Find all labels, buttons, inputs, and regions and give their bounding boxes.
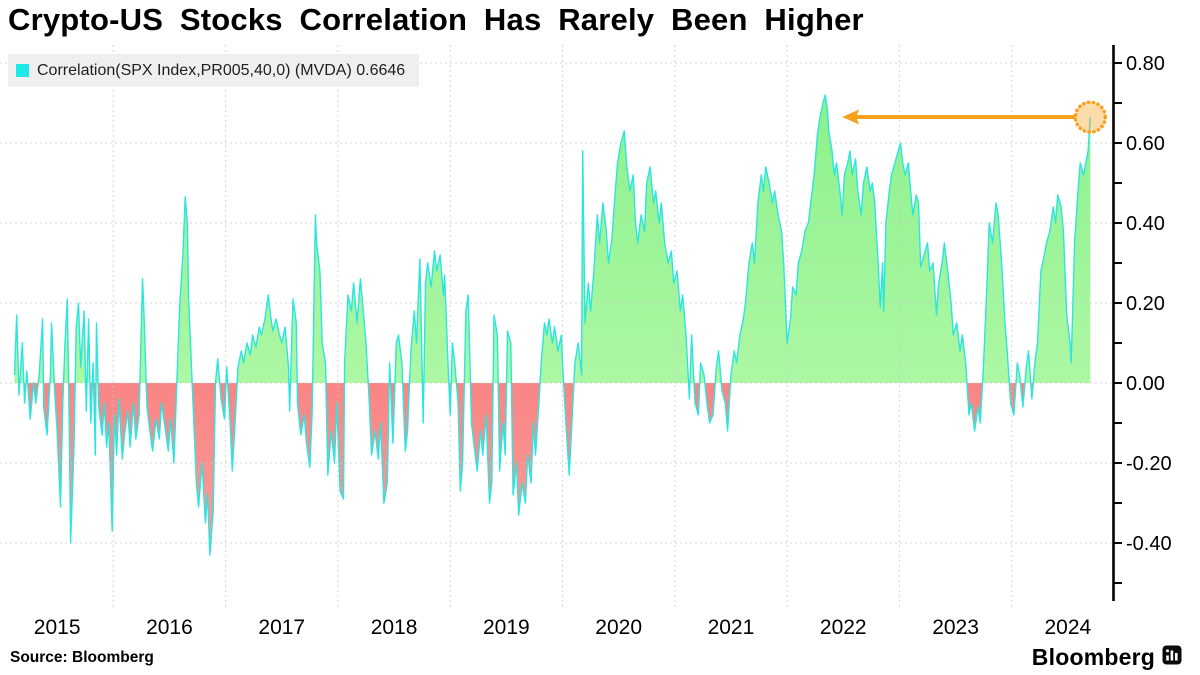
y-axis-tick-label: -0.40 — [1126, 533, 1172, 555]
y-axis: 0.80 0.60 0.40 0.20 0.00 -0.20 -0.40 — [1112, 45, 1172, 601]
annotation-highlight-circle — [1073, 100, 1108, 134]
bloomberg-wordmark: Bloomberg — [1031, 644, 1155, 670]
correlation-line — [13, 94, 1091, 556]
bloomberg-logo: Bloomberg — [1032, 644, 1182, 671]
series-legend-label: Correlation(SPX Index,PR005,40,0) (MVDA)… — [37, 61, 406, 79]
series-legend: Correlation(SPX Index,PR005,40,0) (MVDA)… — [8, 54, 420, 87]
bloomberg-chart-glyph-icon — [1162, 645, 1182, 670]
x-axis-year-label: 2017 — [258, 616, 305, 639]
x-axis-year-label: 2023 — [932, 616, 979, 639]
x-axis-year-label: 2021 — [708, 616, 755, 639]
gridlines — [0, 45, 1113, 610]
series-swatch-icon — [16, 64, 29, 77]
x-axis-year-label: 2015 — [34, 616, 81, 639]
x-axis-year-label: 2019 — [483, 616, 530, 639]
y-axis-tick-label: 0.20 — [1126, 293, 1165, 315]
x-axis: 2015 2016 2017 2018 2019 2020 2021 2022 2023 2024 — [34, 616, 1092, 639]
y-axis-tick-label: 0.80 — [1126, 53, 1165, 75]
annotation-group — [842, 100, 1108, 134]
source-attribution: Source: Bloomberg — [10, 649, 154, 666]
y-axis-tick-label: 0.40 — [1126, 213, 1165, 235]
x-axis-year-label: 2022 — [820, 616, 867, 639]
x-axis-year-label: 2016 — [146, 616, 193, 639]
y-axis-tick-label: 0.60 — [1126, 133, 1165, 155]
page-title: Crypto-US Stocks Correlation Has Rarely … — [8, 2, 864, 37]
x-axis-year-label: 2024 — [1044, 616, 1091, 639]
area-fill-negative — [14, 383, 1091, 555]
area-fill-positive — [14, 95, 1091, 383]
x-axis-year-label: 2018 — [371, 616, 418, 639]
y-axis-tick-label: -0.20 — [1126, 453, 1172, 475]
y-axis-tick-label: 0.00 — [1126, 373, 1165, 395]
annotation-arrowhead-icon — [842, 109, 860, 125]
x-axis-year-label: 2020 — [595, 616, 642, 639]
